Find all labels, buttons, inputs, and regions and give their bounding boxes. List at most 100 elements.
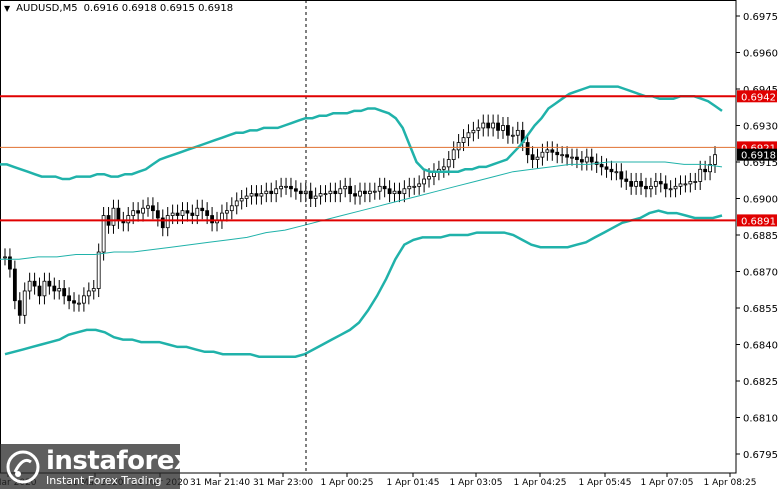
level-label-support: 0.6891 (741, 216, 776, 227)
x-tick-label-3: 31 Mar 21:40 (190, 478, 250, 488)
candle-body-15 (77, 302, 81, 305)
x-tick-label-11: 1 Apr 08:25 (704, 478, 757, 488)
candle-body-56 (279, 185, 284, 190)
candle-body-27 (136, 210, 141, 214)
candle-body-80 (397, 190, 402, 195)
candle-body-53 (264, 190, 269, 195)
candle-body-131 (649, 185, 653, 190)
level-label-resistance: 0.6942 (741, 92, 776, 103)
candle-body-138 (683, 183, 688, 186)
dropdown-triangle-icon[interactable]: ▼ (4, 4, 11, 13)
candle-body-139 (688, 181, 693, 185)
candle-body-77 (382, 185, 387, 190)
last-price-label-bg (737, 148, 777, 161)
candle-body-93 (461, 137, 466, 143)
candle-body-38 (190, 212, 195, 216)
candle-body-18 (91, 288, 96, 292)
candle-body-34 (170, 212, 175, 216)
candle-body-67 (333, 190, 338, 195)
candle-body-58 (289, 185, 293, 190)
candle-body-72 (358, 190, 362, 197)
candle-body-69 (343, 185, 348, 190)
candle-body-47 (234, 200, 239, 207)
candle-body-54 (269, 190, 274, 195)
candle-body-39 (195, 207, 200, 216)
candle-body-75 (372, 190, 377, 193)
candle-body-4 (22, 290, 27, 316)
candle-body-89 (441, 166, 446, 170)
candle-body-127 (629, 181, 634, 187)
candle-body-8 (42, 280, 47, 297)
candle-body-71 (353, 193, 357, 197)
candle-body-23 (116, 207, 121, 221)
candle-body-86 (427, 176, 431, 180)
candle-body-126 (624, 178, 629, 182)
candle-body-134 (663, 183, 668, 190)
candle-body-48 (239, 198, 244, 202)
candle-body-17 (86, 290, 91, 297)
candle-body-46 (229, 205, 234, 212)
candle-body-35 (175, 212, 180, 216)
candle-body-130 (644, 185, 648, 190)
candle-body-132 (653, 181, 658, 187)
candle-body-90 (446, 159, 451, 168)
level-label-bg-support (737, 214, 777, 227)
candle-body-118 (584, 156, 589, 163)
candle-body-78 (387, 188, 392, 195)
candle-body-136 (673, 185, 678, 190)
last-price-label: 0.6918 (741, 151, 776, 162)
candle-body-37 (185, 210, 190, 214)
moving-average-line (0, 161, 723, 260)
candle-body-19 (96, 251, 101, 289)
candle-body-5 (27, 280, 32, 292)
candle-body-6 (32, 280, 37, 287)
candle-body-64 (318, 193, 323, 197)
bollinger-lower-line (4, 209, 723, 358)
y-tick-label-1: 0.6960 (743, 49, 778, 60)
candle-body-76 (377, 185, 382, 192)
candle-body-117 (579, 159, 584, 163)
candle-body-122 (604, 166, 609, 170)
candle-body-85 (422, 178, 426, 185)
candle-body-25 (126, 215, 131, 224)
candle-body-16 (81, 295, 86, 304)
candle-body-92 (456, 142, 461, 151)
y-tick-label-12: 0.6795 (743, 450, 778, 461)
candle-body-99 (491, 122, 496, 129)
y-tick-label-5: 0.6900 (743, 195, 778, 206)
candle-body-42 (210, 215, 214, 224)
candle-body-49 (244, 195, 249, 199)
candle-body-121 (599, 164, 604, 168)
candle-body-141 (698, 168, 703, 182)
y-tick-label-10: 0.6825 (743, 377, 778, 388)
y-tick-label-3: 0.6930 (743, 122, 778, 133)
candle-body-98 (486, 122, 491, 129)
y-tick-label-8: 0.6855 (743, 304, 778, 315)
candle-body-137 (678, 183, 683, 187)
candle-body-31 (155, 210, 160, 219)
plot-frame (0, 0, 737, 474)
candle-body-83 (412, 185, 417, 188)
bollinger-upper-line (0, 85, 723, 181)
x-tick-label-7: 1 Apr 03:05 (450, 478, 503, 488)
candle-body-29 (146, 205, 150, 209)
candle-body-10 (52, 285, 57, 292)
candle-body-109 (540, 151, 545, 158)
candle-body-97 (481, 122, 486, 129)
candle-body-11 (57, 288, 62, 292)
candle-body-68 (338, 188, 343, 195)
candle-body-142 (703, 168, 708, 173)
candle-body-129 (639, 181, 643, 187)
candle-body-44 (220, 212, 224, 221)
candle-body-110 (545, 149, 550, 153)
candle-body-22 (111, 207, 116, 226)
candle-body-41 (205, 210, 210, 216)
candle-body-45 (224, 210, 229, 214)
y-tick-label-11: 0.6810 (743, 414, 778, 425)
level-label-bg-resistance (737, 90, 777, 103)
candle-body-115 (570, 156, 574, 159)
candle-body-20 (101, 215, 106, 253)
instaforex-logo: instaforex Instant Forex Trading (0, 444, 191, 489)
candle-body-62 (308, 190, 313, 199)
candle-body-79 (392, 190, 397, 195)
